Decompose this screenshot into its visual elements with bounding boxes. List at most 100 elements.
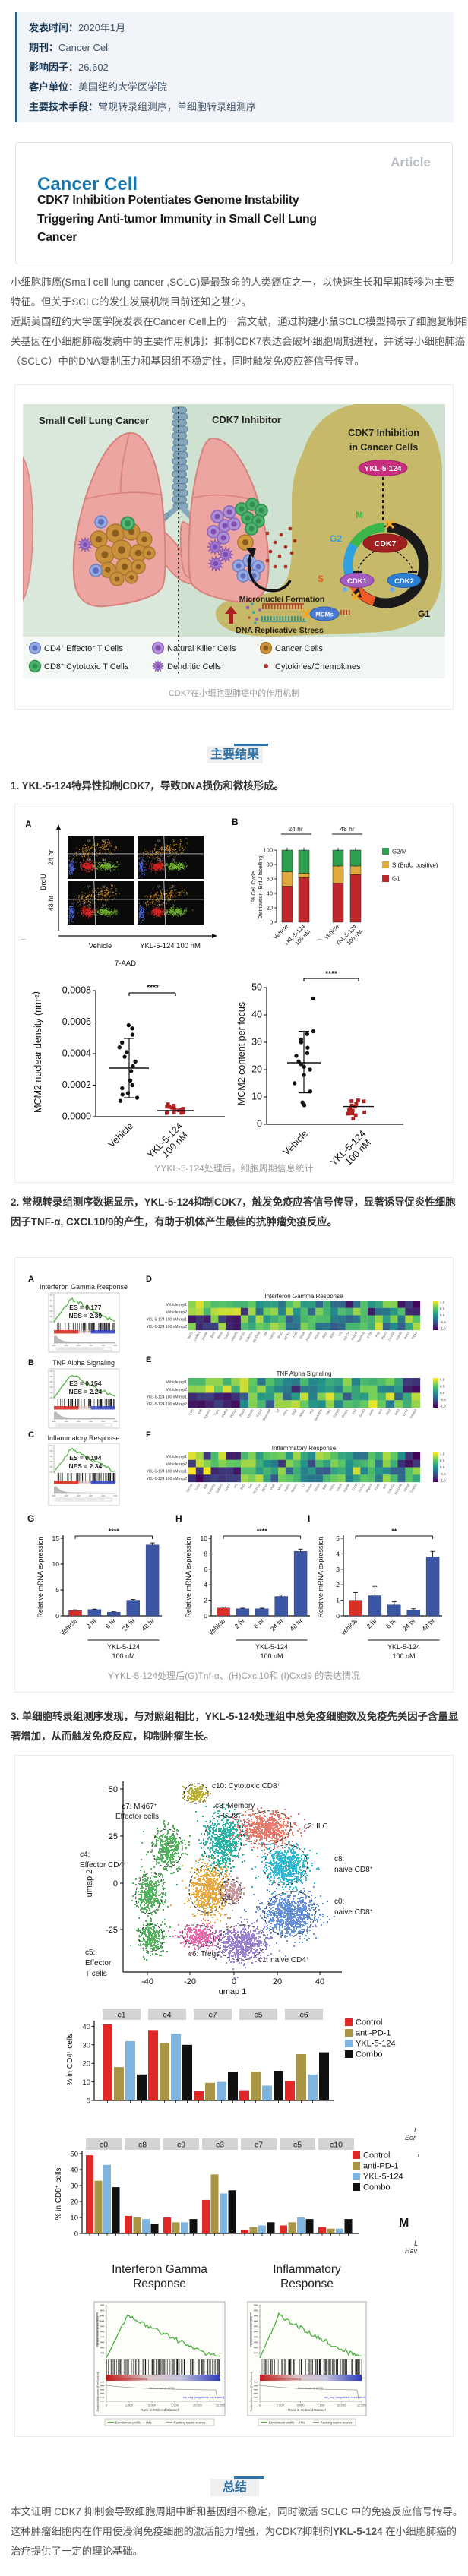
svg-text:Pnp: Pnp	[375, 1330, 381, 1338]
svg-text:ES = 0.194: ES = 0.194	[69, 1454, 102, 1462]
svg-text:0: 0	[106, 2404, 108, 2407]
svg-text:-40: -40	[141, 1977, 153, 1987]
svg-text:Natural Killer Cells: Natural Killer Cells	[167, 644, 236, 653]
svg-text:Control: Control	[356, 2018, 382, 2028]
svg-text:0: 0	[257, 1119, 262, 1130]
svg-text:YKL-5-124: YKL-5-124	[363, 2173, 403, 2182]
svg-text:Relative mRNA expression: Relative mRNA expression	[317, 1536, 324, 1617]
svg-text:2 hr: 2 hr	[84, 1617, 98, 1630]
svg-text:Sri1: Sri1	[382, 1482, 388, 1490]
svg-text:Enrichment profile — Hits: Enrichment profile — Hits	[269, 2421, 305, 2425]
svg-text:Dendritic Cells: Dendritic Cells	[167, 662, 221, 672]
svg-text:20: 20	[70, 2198, 78, 2207]
svg-text:Zero cross at 4795: Zero cross at 4795	[149, 2386, 175, 2390]
svg-text:Interferon Gamma Response: Interferon Gamma Response	[40, 1283, 128, 1291]
svg-text:Ifit2: Ifit2	[308, 1408, 315, 1414]
svg-text:25: 25	[109, 1832, 118, 1841]
svg-text:Ccrl2: Ccrl2	[351, 1482, 359, 1491]
svg-text:NES = 2.39: NES = 2.39	[69, 1312, 103, 1320]
svg-text:ES = 0.154: ES = 0.154	[69, 1380, 102, 1387]
svg-text:7,500: 7,500	[317, 2404, 325, 2407]
svg-text:Slc4a4: Slc4a4	[305, 1482, 313, 1493]
svg-text:Response: Response	[133, 2277, 186, 2290]
svg-text:8: 8	[204, 1550, 207, 1557]
svg-text:c5:: c5:	[85, 1949, 95, 1957]
svg-text:10,000: 10,000	[193, 2404, 203, 2407]
svg-text:B: B	[28, 1358, 34, 1367]
svg-text:c0: c0	[100, 2141, 108, 2150]
svg-text:12,500: 12,500	[216, 2404, 226, 2407]
svg-text:0.5: 0.5	[440, 1307, 445, 1310]
svg-text:0.0008: 0.0008	[62, 985, 91, 996]
svg-text:Relative mRNA expression: Relative mRNA expression	[36, 1536, 44, 1617]
svg-text:c10: Cytotoxic CD8+: c10: Cytotoxic CD8+	[212, 1782, 280, 1791]
svg-text:-1.0: -1.0	[440, 1405, 446, 1408]
svg-text:Bst2: Bst2	[210, 1330, 217, 1338]
svg-text:Vehicle: Vehicle	[89, 942, 112, 950]
svg-text:H2-Q4: H2-Q4	[343, 1330, 351, 1341]
svg-text:0.0006: 0.0006	[62, 1016, 91, 1027]
svg-text:MCM2 content per focus: MCM2 content per focus	[236, 1002, 247, 1105]
svg-text:Pfkfb3: Pfkfb3	[221, 1408, 229, 1418]
svg-text:60: 60	[267, 876, 273, 883]
svg-text:Klf6: Klf6	[197, 1408, 203, 1414]
svg-text:40: 40	[251, 1010, 262, 1020]
svg-text:L: L	[414, 2239, 418, 2247]
svg-text:YKL-5-124: YKL-5-124	[107, 1643, 140, 1651]
svg-text:Ripk1: Ripk1	[410, 1330, 418, 1339]
svg-text:Q2: Q2	[102, 839, 106, 842]
svg-text:Nfkb1: Nfkb1	[299, 1408, 306, 1418]
svg-text:G: G	[27, 1513, 34, 1524]
svg-text:Vehicle: Vehicle	[58, 1617, 79, 1637]
svg-text:4: 4	[336, 1550, 340, 1557]
svg-text:Q1: Q1	[157, 839, 161, 842]
svg-text:YKL-5-124 100 nM rep1: YKL-5-124 100 nM rep1	[147, 1395, 188, 1400]
svg-text:Rank in Ordered Dataset: Rank in Ordered Dataset	[141, 2408, 179, 2412]
svg-text:MCM2 nuclear density (nm-2): MCM2 nuclear density (nm-2)	[30, 991, 43, 1113]
svg-text:0: 0	[232, 1977, 236, 1987]
svg-text:1.0: 1.0	[440, 1378, 445, 1382]
svg-text:30: 30	[70, 2182, 78, 2191]
svg-text:6: 6	[204, 1566, 207, 1573]
svg-text:c5: c5	[254, 2011, 262, 2020]
svg-text:0.5: 0.5	[440, 1459, 445, 1462]
svg-text:c0:: c0:	[334, 1898, 344, 1906]
svg-text:20: 20	[82, 2060, 90, 2069]
svg-text:C: C	[28, 1430, 34, 1440]
svg-text:Cmklr1: Cmklr1	[193, 1330, 201, 1342]
svg-text:0.0002: 0.0002	[62, 1079, 91, 1090]
svg-text:Nfil3: Nfil3	[394, 1408, 400, 1415]
svg-text:1: 1	[336, 1597, 340, 1604]
svg-text:Ptafr: Ptafr	[269, 1482, 276, 1490]
svg-text:Enrichment score (ES): Enrichment score (ES)	[250, 2315, 253, 2345]
svg-text:Gbp6: Gbp6	[299, 1330, 306, 1339]
svg-text:10: 10	[52, 1560, 60, 1568]
svg-text:Cx3cl1: Cx3cl1	[357, 1482, 365, 1493]
svg-text:G1: G1	[418, 608, 430, 619]
svg-text:c7: c7	[255, 2141, 263, 2150]
svg-text:Tnfsf7: Tnfsf7	[223, 1330, 231, 1340]
svg-text:DNA Replicative Stress: DNA Replicative Stress	[236, 626, 324, 635]
svg-text:CD8+: CD8+	[223, 1812, 241, 1820]
svg-text:Q2: Q2	[102, 885, 106, 888]
svg-text:Distribution (BrdU labelling): Distribution (BrdU labelling)	[258, 854, 264, 918]
svg-text:Q4: Q4	[102, 858, 106, 861]
svg-text:1.0: 1.0	[440, 1301, 445, 1304]
svg-text:30: 30	[82, 2041, 90, 2050]
svg-text:YKL-5-124 100 nM rep1: YKL-5-124 100 nM rep1	[147, 1318, 188, 1323]
svg-text:c7: Mki67+: c7: Mki67+	[122, 1803, 157, 1811]
svg-text:BrdU: BrdU	[40, 874, 48, 890]
svg-text:Vehicle rep2: Vehicle rep2	[166, 1310, 187, 1315]
svg-text:Tnfaip3: Tnfaip3	[409, 1408, 418, 1419]
svg-text:-0.5: -0.5	[440, 1472, 446, 1476]
svg-text:0: 0	[74, 2230, 78, 2239]
svg-text:40: 40	[82, 2023, 90, 2031]
svg-text:na_pos (positively correlated): na_pos (positively correlated)	[108, 2377, 148, 2381]
svg-text:TNF Alpha Signaling: TNF Alpha Signaling	[277, 1370, 332, 1377]
svg-text:30: 30	[251, 1037, 262, 1048]
svg-text:Inflammatory: Inflammatory	[273, 2263, 341, 2276]
svg-text:YKL-5-124: YKL-5-124	[255, 1643, 288, 1651]
svg-text:100 nM: 100 nM	[392, 1652, 415, 1660]
svg-text:umap 2: umap 2	[85, 1870, 94, 1898]
svg-text:c1: naive CD4+: c1: naive CD4+	[258, 1956, 309, 1964]
